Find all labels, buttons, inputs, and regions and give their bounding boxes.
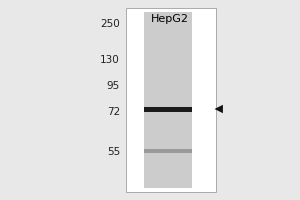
Text: 72: 72	[107, 107, 120, 117]
FancyBboxPatch shape	[144, 149, 192, 153]
Polygon shape	[214, 105, 223, 113]
Text: HepG2: HepG2	[151, 14, 188, 24]
Text: 95: 95	[107, 81, 120, 91]
Text: 55: 55	[107, 147, 120, 157]
FancyBboxPatch shape	[144, 12, 192, 188]
Text: 250: 250	[100, 19, 120, 29]
FancyBboxPatch shape	[126, 8, 216, 192]
FancyBboxPatch shape	[144, 106, 192, 112]
Text: 130: 130	[100, 55, 120, 65]
